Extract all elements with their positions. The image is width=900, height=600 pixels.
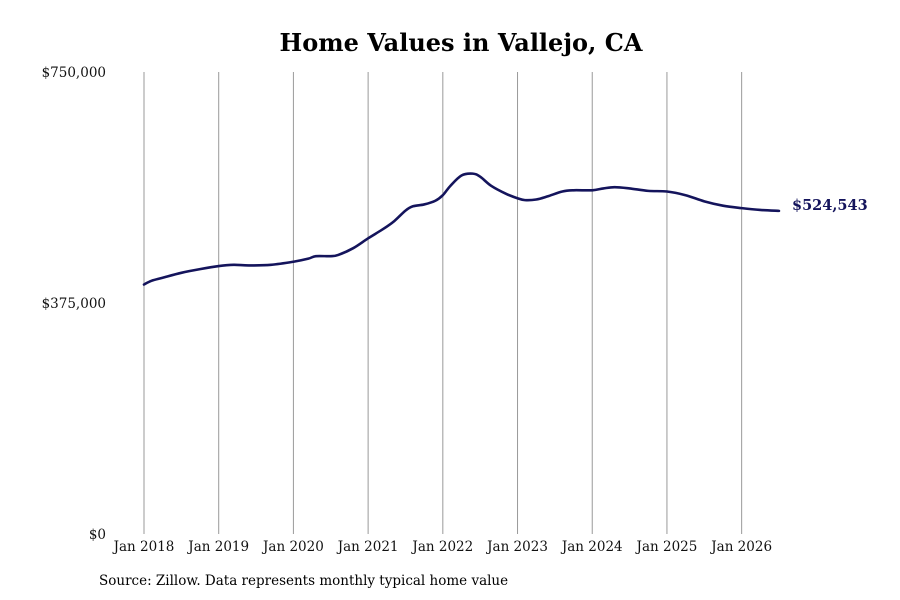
y-axis-tick-labels: $0 $375,000 $750,000 xyxy=(42,65,106,543)
y-tick-label: $375,000 xyxy=(42,296,106,312)
x-tick-label: Jan 2022 xyxy=(410,539,473,555)
x-tick-label: Jan 2025 xyxy=(635,539,698,555)
chart-title: Home Values in Vallejo, CA xyxy=(280,28,643,57)
x-axis-tick-labels: Jan 2018 Jan 2019 Jan 2020 Jan 2021 Jan 2022… xyxy=(112,539,772,555)
y-tick-label: $750,000 xyxy=(42,65,106,81)
x-tick-label: Jan 2024 xyxy=(560,539,623,555)
x-tick-label: Jan 2023 xyxy=(485,539,548,555)
x-tick-label: Jan 2020 xyxy=(261,539,324,555)
latest-value-label: $524,543 xyxy=(792,197,868,214)
source-note: Source: Zillow. Data represents monthly … xyxy=(99,573,509,589)
y-tick-label: $0 xyxy=(89,527,106,543)
x-tick-label: Jan 2019 xyxy=(186,539,249,555)
x-tick-label: Jan 2021 xyxy=(336,539,399,555)
home-value-line xyxy=(142,172,781,286)
x-tick-label: Jan 2026 xyxy=(709,539,772,555)
x-tick-label: Jan 2018 xyxy=(112,539,175,555)
vertical-gridlines xyxy=(143,72,743,534)
